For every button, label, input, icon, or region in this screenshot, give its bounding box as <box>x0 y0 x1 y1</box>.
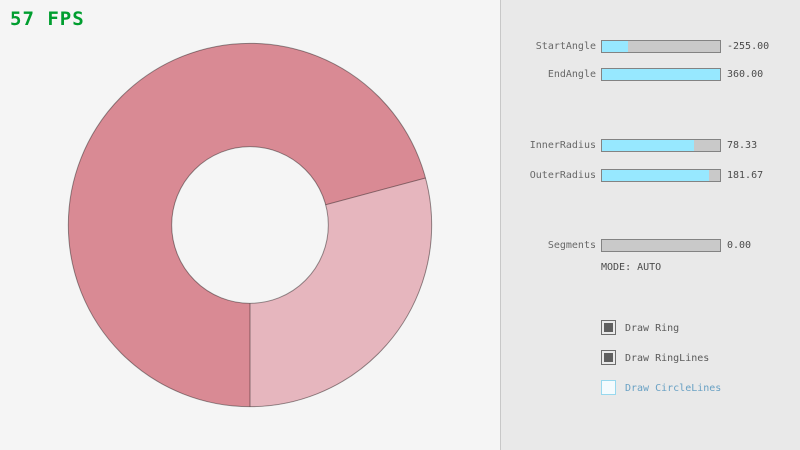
outer-radius-label: OuterRadius <box>529 170 596 181</box>
draw-circlelines-checkbox[interactable] <box>601 380 616 395</box>
segments-mode-text: MODE: AUTO <box>601 262 662 273</box>
start-angle-value: -255.00 <box>727 41 770 52</box>
checkbox-row-draw-ring: Draw Ring <box>601 320 800 335</box>
slider-fill <box>602 140 695 151</box>
start-angle-slider[interactable] <box>601 40 721 53</box>
draw-ring-label: Draw Ring <box>625 323 680 334</box>
checkbox-row-draw-ringlines: Draw RingLines <box>601 350 800 365</box>
end-angle-slider[interactable] <box>601 68 721 81</box>
end-angle-label: EndAngle <box>547 69 596 80</box>
ring-outer-line <box>67 42 433 408</box>
segments-label: Segments <box>547 240 596 251</box>
ring-hole <box>171 146 329 304</box>
slider-row-start-angle: StartAngle -255.00 <box>501 40 800 53</box>
control-panel: StartAngle -255.00 EndAngle 360.00 Inner… <box>500 0 800 450</box>
slider-row-segments: Segments 0.00 <box>501 239 800 252</box>
segments-value: 0.00 <box>727 240 752 251</box>
draw-ring-checkbox[interactable] <box>601 320 616 335</box>
ring-chart <box>67 42 433 408</box>
draw-ringlines-label: Draw RingLines <box>625 353 710 364</box>
draw-ringlines-checkbox[interactable] <box>601 350 616 365</box>
slider-fill <box>602 170 710 181</box>
checkbox-mark <box>604 353 613 362</box>
segments-slider[interactable] <box>601 239 721 252</box>
start-angle-label: StartAngle <box>535 41 596 52</box>
outer-radius-value: 181.67 <box>727 170 764 181</box>
draw-circlelines-label: Draw CircleLines <box>625 383 722 394</box>
inner-radius-value: 78.33 <box>727 140 758 151</box>
end-angle-value: 360.00 <box>727 69 764 80</box>
inner-radius-slider[interactable] <box>601 139 721 152</box>
checkbox-mark <box>604 323 613 332</box>
slider-row-end-angle: EndAngle 360.00 <box>501 68 800 81</box>
slider-row-outer-radius: OuterRadius 181.67 <box>501 169 800 182</box>
outer-radius-slider[interactable] <box>601 169 721 182</box>
inner-radius-label: InnerRadius <box>529 140 596 151</box>
checkbox-row-draw-circlelines: Draw CircleLines <box>601 380 800 395</box>
slider-fill <box>602 41 628 52</box>
ring-radial-line-1 <box>325 177 426 206</box>
ring-inner-line <box>171 146 329 304</box>
fps-counter: 57 FPS <box>10 8 85 30</box>
slider-row-inner-radius: InnerRadius 78.33 <box>501 139 800 152</box>
slider-fill <box>602 69 720 80</box>
